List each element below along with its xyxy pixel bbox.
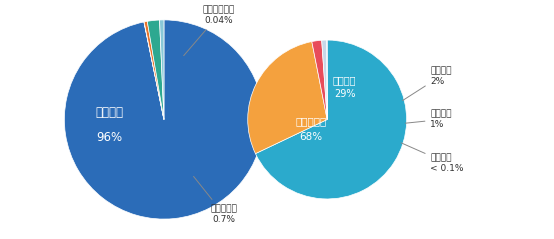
Text: 熎融盐储热
0.7%: 熎融盐储热 0.7% xyxy=(193,176,237,224)
Wedge shape xyxy=(322,40,327,119)
Text: 液流电池
2%: 液流电池 2% xyxy=(403,66,452,101)
Text: 鱛蓄电池: 鱛蓄电池 xyxy=(333,75,356,85)
Wedge shape xyxy=(312,40,327,119)
Wedge shape xyxy=(144,22,164,120)
Text: 压缩空气储能
0.04%: 压缩空气储能 0.04% xyxy=(184,5,235,56)
Text: 29%: 29% xyxy=(334,89,356,99)
Text: 钓硫电池
< 0.1%: 钓硫电池 < 0.1% xyxy=(401,143,464,173)
Wedge shape xyxy=(248,42,327,154)
Wedge shape xyxy=(147,20,164,120)
Wedge shape xyxy=(144,21,164,120)
Wedge shape xyxy=(64,20,264,219)
Text: 抄水蓄能: 抄水蓄能 xyxy=(95,106,123,119)
Text: 3.2%: 3.2% xyxy=(253,130,284,139)
Text: 电化学储能: 电化学储能 xyxy=(252,104,285,114)
Text: 68%: 68% xyxy=(300,132,323,142)
Wedge shape xyxy=(160,20,164,120)
Text: 96%: 96% xyxy=(96,131,122,144)
Wedge shape xyxy=(255,40,407,199)
Text: 超级电容
1%: 超级电容 1% xyxy=(406,110,452,129)
Text: 锂离子电池: 锂离子电池 xyxy=(296,116,327,126)
